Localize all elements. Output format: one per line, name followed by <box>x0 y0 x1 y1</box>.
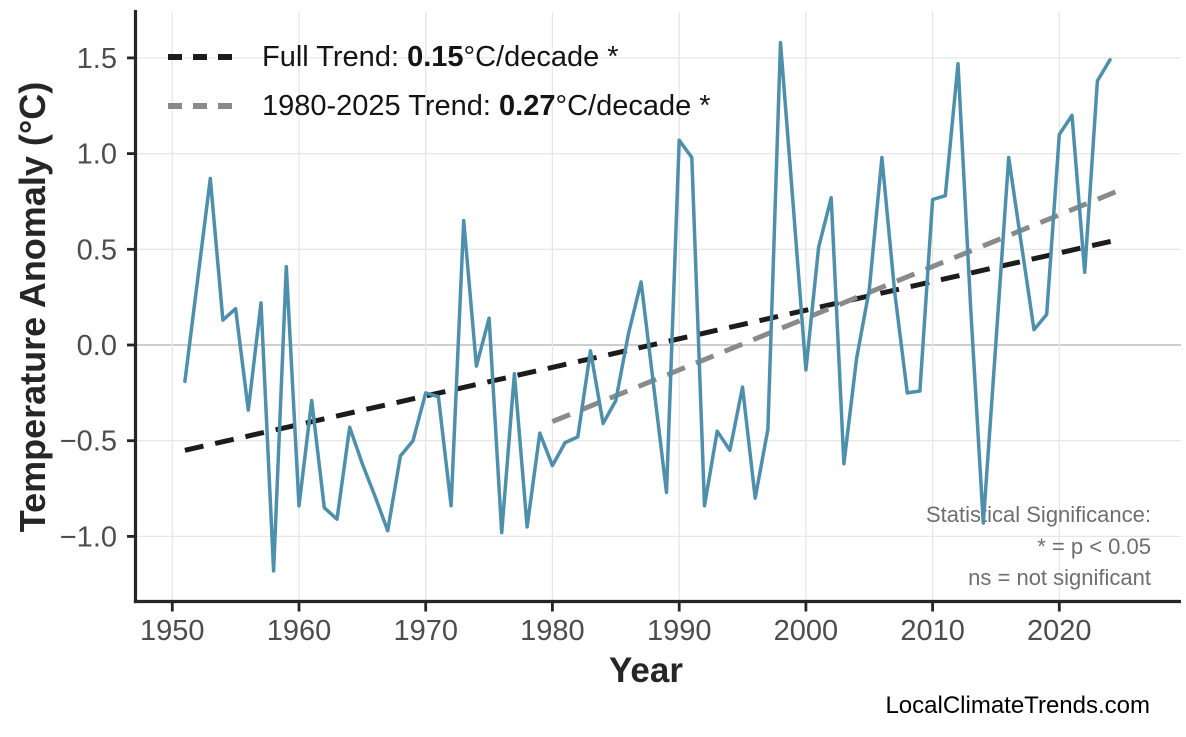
annual-temperature-anomaly-line <box>183 40 1112 573</box>
tick-labels: 1950 1960 1970 1980 1990 2000 2010 2020 1.5 1.0 0.… <box>60 43 1092 647</box>
y-tick-label: 0.0 <box>77 330 117 362</box>
x-tick-label: 2000 <box>774 615 839 647</box>
legend-recent-prefix: 1980-2025 Trend: <box>262 89 500 122</box>
legend-entry-full-trend: Full Trend: 0.15°C/decade * <box>168 40 711 74</box>
legend-recent-suffix: °C/decade * <box>555 89 711 122</box>
full-trend-dash-icon <box>168 54 232 60</box>
significance-annotation: Statistical Significance: * = p < 0.05 n… <box>926 502 1151 590</box>
x-tick-label: 1960 <box>267 615 332 647</box>
y-axis-title: Temperature Anomaly (°C) <box>12 81 53 533</box>
y-tick-label: 0.5 <box>77 234 117 266</box>
recent-trend-line <box>551 186 1124 424</box>
legend-recent-value: 0.27 <box>499 89 556 122</box>
y-tick-label: −1.0 <box>60 521 117 553</box>
y-tick-label: 1.0 <box>77 139 117 171</box>
legend-entry-recent-trend: 1980-2025 Trend: 0.27°C/decade * <box>168 89 711 123</box>
significance-line-ns: ns = not significant <box>968 565 1151 590</box>
legend: Full Trend: 0.15°C/decade * 1980-2025 Tr… <box>168 40 711 138</box>
x-tick-label: 1990 <box>647 615 712 647</box>
x-tick-label: 1980 <box>520 615 585 647</box>
gridlines <box>135 12 1181 602</box>
significance-line-p: * = p < 0.05 <box>1037 534 1151 559</box>
axes <box>127 10 1181 612</box>
legend-text-recent-trend: 1980-2025 Trend: 0.27°C/decade * <box>262 90 711 123</box>
data-series <box>183 40 1112 573</box>
watermark-text: LocalClimateTrends.com <box>885 692 1150 719</box>
legend-text-full-trend: Full Trend: 0.15°C/decade * <box>262 41 619 74</box>
trend-lines <box>184 186 1124 453</box>
x-tick-label: 2020 <box>1027 615 1092 647</box>
y-tick-label: −0.5 <box>60 426 117 458</box>
legend-full-suffix: °C/decade * <box>463 40 619 73</box>
y-tick-label: 1.5 <box>77 43 117 75</box>
x-axis-title: Year <box>609 651 683 690</box>
legend-full-value: 0.15 <box>407 40 464 73</box>
significance-title: Statistical Significance: <box>926 502 1151 527</box>
legend-full-prefix: Full Trend: <box>262 40 408 73</box>
recent-trend-dash-icon <box>168 103 232 109</box>
x-tick-label: 1950 <box>140 615 205 647</box>
x-tick-label: 1970 <box>393 615 458 647</box>
x-tick-label: 2010 <box>900 615 965 647</box>
